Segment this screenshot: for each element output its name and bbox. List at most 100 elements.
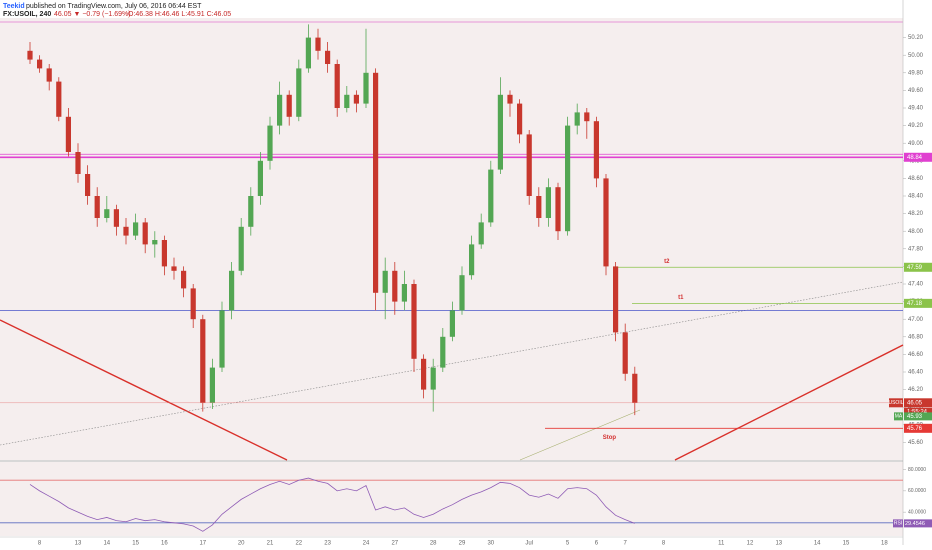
x-tick-label: 21 (267, 541, 274, 547)
candle-body (555, 187, 561, 232)
x-tick-label: 28 (430, 541, 437, 547)
countdown-badge (904, 407, 932, 416)
y-tick-label: 50.20 (908, 35, 924, 41)
y-tick-label: 47.80 (908, 246, 924, 252)
candle-body (373, 72, 379, 293)
y-tick-label: 48.00 (908, 229, 924, 235)
level-label: t2 (664, 259, 670, 265)
candle-body (488, 169, 494, 223)
candle-body (353, 94, 359, 104)
candle-body (305, 37, 311, 69)
y-tick-label: 48.20 (908, 211, 924, 217)
level-badge (904, 298, 932, 308)
rsi-tick-label: 40.0000 (908, 509, 926, 515)
ma-badge-name-bg (894, 412, 903, 421)
candle-body (440, 336, 446, 368)
candle-body (507, 94, 513, 104)
symbol: FX:USOIL, 240 (3, 11, 51, 18)
x-tick-label: 8 (38, 541, 42, 547)
x-tick-label: 5 (566, 541, 570, 547)
candle-body (613, 266, 619, 333)
trend-line (674, 344, 904, 461)
ma-badge-name: MA (895, 414, 903, 420)
candle-body (190, 288, 196, 320)
last-badge-name-bg (889, 398, 903, 408)
candle-body (286, 94, 292, 117)
candle-body (85, 174, 91, 196)
change: 46.05 ▼ −0.79 (−1.69%) (54, 11, 131, 18)
y-tick-label: 46.60 (908, 352, 924, 358)
rsi-pane (0, 462, 903, 536)
ohlc: O:46.38 H:46.46 L:45.91 C:46.05 (128, 11, 231, 18)
candle-body (229, 270, 235, 311)
candle-body (478, 222, 484, 245)
candle-body (382, 270, 388, 293)
candle-body (277, 94, 283, 126)
x-tick-label: 23 (324, 541, 331, 547)
candle-body (200, 319, 206, 403)
candle-body (37, 59, 43, 69)
candle-body (133, 222, 139, 236)
x-tick-label: 11 (718, 541, 725, 547)
x-tick-label: 7 (624, 541, 628, 547)
y-tick-label: 46.80 (908, 334, 924, 340)
candle-body (315, 37, 321, 51)
x-tick-label: 22 (295, 541, 302, 547)
candle-body (430, 367, 436, 390)
candle-body (545, 187, 551, 218)
candle-body (632, 373, 638, 403)
level-badge (904, 423, 932, 433)
candle-body (104, 209, 110, 218)
level-badge (904, 262, 932, 272)
y-tick-label: 48.60 (908, 176, 924, 182)
x-tick-label: 12 (747, 541, 754, 547)
y-tick-label: 49.60 (908, 88, 924, 94)
candle-body (574, 112, 580, 126)
x-tick-label: 8 (662, 541, 666, 547)
candle-body (27, 50, 33, 60)
x-tick-label: 20 (238, 541, 245, 547)
x-tick-label: 15 (843, 541, 850, 547)
level-badge (904, 152, 932, 162)
candle-body (46, 68, 52, 82)
rsi-badge-label: 29.4546 (905, 521, 925, 527)
x-tick-label: 29 (459, 541, 466, 547)
trend-line (519, 409, 641, 461)
rsi-badge-name-bg (893, 519, 903, 528)
candle-body (421, 358, 427, 390)
candle-body (209, 367, 215, 403)
published: published on TradingView.com, July 06, 2… (26, 3, 202, 10)
x-tick-label: 27 (391, 541, 398, 547)
y-tick-label: 46.20 (908, 387, 924, 393)
y-tick-label: 50.00 (908, 53, 924, 59)
y-tick-label: 46.40 (908, 370, 924, 376)
y-tick-label: 47.40 (908, 282, 924, 288)
candle-body (497, 94, 503, 170)
candle-body (334, 64, 340, 108)
rsi-tick-label: 80.0000 (908, 467, 926, 473)
candle-body (363, 72, 369, 104)
candle-body (469, 244, 475, 276)
y-tick-label: 49.80 (908, 70, 924, 76)
x-tick-label: 18 (881, 541, 888, 547)
candle-body (325, 50, 331, 64)
y-tick-label: 49.20 (908, 123, 924, 129)
level-label: Stop (603, 435, 617, 441)
rsi-line (29, 477, 635, 532)
rsi-badge (904, 519, 932, 528)
candle-body (517, 103, 523, 135)
candle-body (142, 222, 148, 245)
x-tick-label: 16 (161, 541, 168, 547)
candle-body (267, 125, 273, 161)
candle-body (65, 116, 71, 152)
candle-body (584, 112, 590, 122)
candle-body (257, 160, 263, 196)
candle-body (248, 196, 254, 227)
candle-body (56, 81, 62, 117)
x-tick-label: 24 (363, 541, 370, 547)
x-tick-label: Jul (525, 541, 533, 547)
candle-body (181, 270, 187, 289)
candle-body (161, 240, 167, 267)
candle-body (75, 152, 81, 174)
